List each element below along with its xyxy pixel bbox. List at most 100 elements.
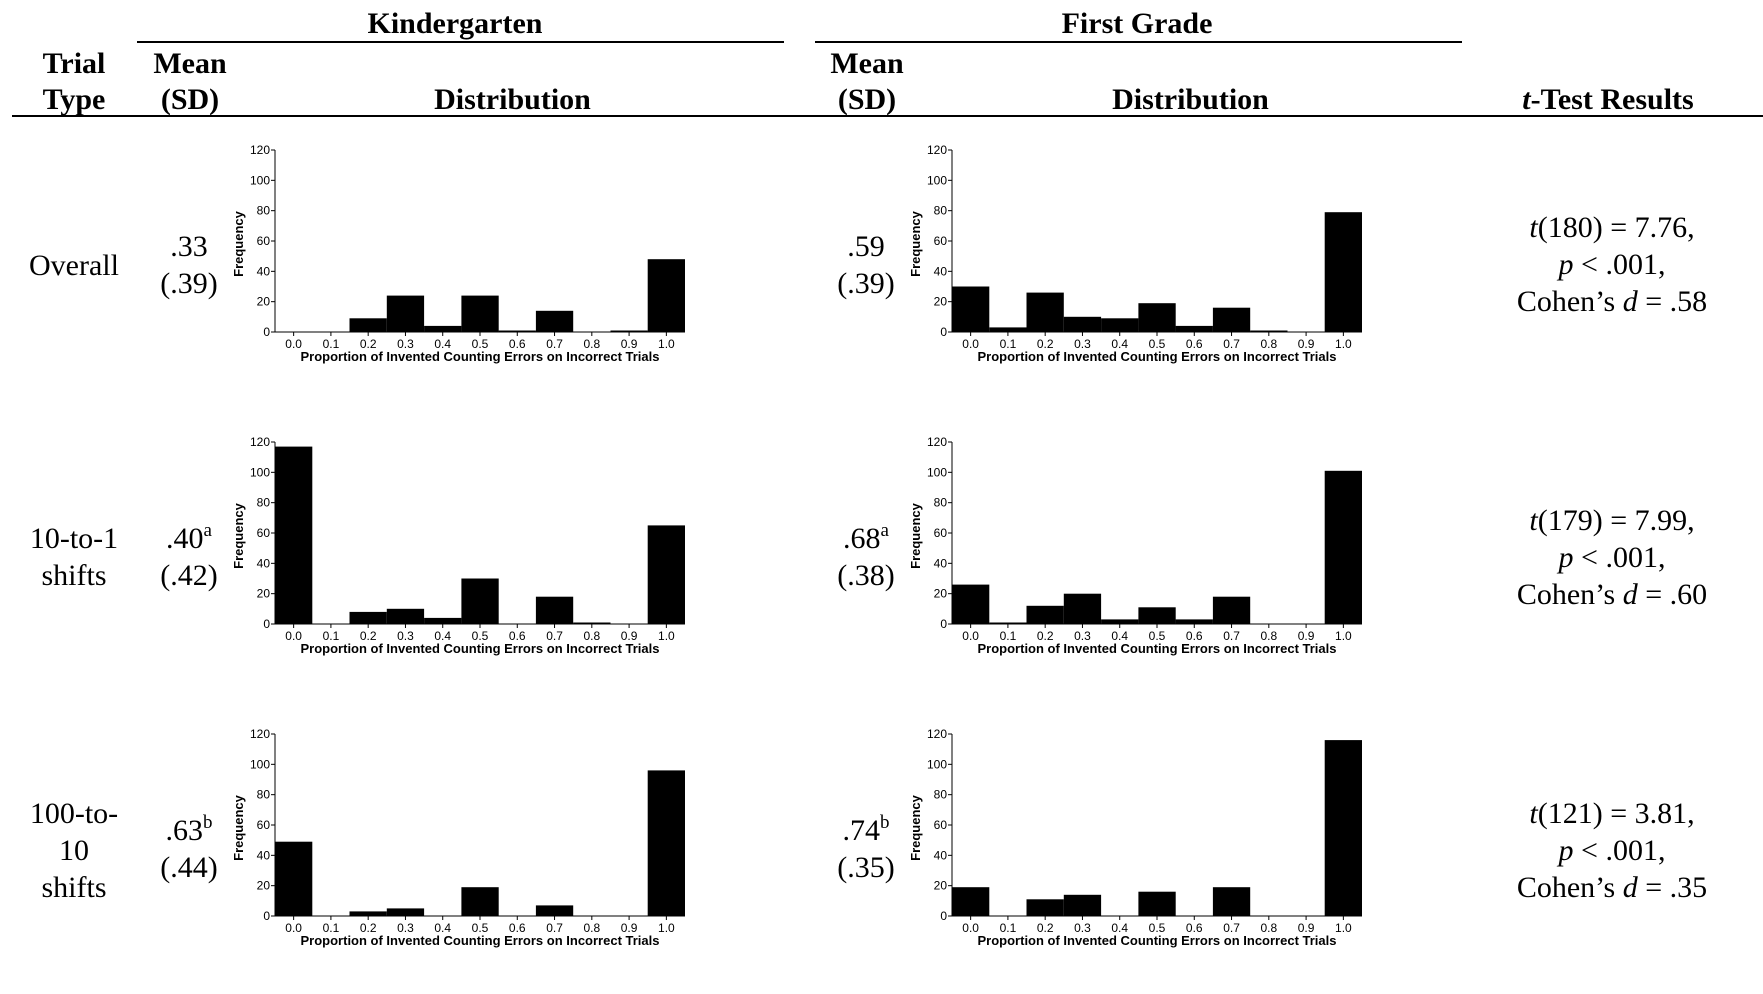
p-value-line: p < .001, <box>1558 541 1666 574</box>
histogram-bar <box>275 446 313 624</box>
x-tick-label: 0.5 <box>1149 921 1166 935</box>
y-tick-label: 120 <box>927 435 947 449</box>
x-tick-label: 0.6 <box>1186 921 1203 935</box>
histogram-bar <box>535 905 574 916</box>
row-label-line: 100-to- <box>29 797 119 830</box>
y-tick-label: 20 <box>934 587 948 601</box>
first-grade-mean-sd-header: Mean (SD) <box>812 46 922 118</box>
histogram-bar <box>1101 619 1139 624</box>
y-axis-label: Frequency <box>908 794 923 861</box>
y-tick-label: 0 <box>940 617 947 631</box>
histogram-bar <box>461 887 499 916</box>
y-tick-label: 20 <box>934 879 948 893</box>
y-tick-label: 80 <box>257 496 271 510</box>
x-tick-label: 0.2 <box>1037 337 1054 351</box>
y-tick-label: 60 <box>257 818 271 832</box>
histogram-bar <box>1138 891 1176 916</box>
x-tick-label: 1.0 <box>1335 629 1352 643</box>
header-bottom-rule <box>12 115 1763 117</box>
histogram-bar <box>647 259 685 332</box>
y-tick-label: 40 <box>257 556 271 570</box>
x-tick-label: 0.5 <box>472 921 489 935</box>
sd-value: (.44) <box>160 851 218 884</box>
x-tick-label: 0.7 <box>546 921 563 935</box>
y-tick-label: 120 <box>250 435 270 449</box>
y-tick-label: 40 <box>257 848 271 862</box>
sd-value: (.38) <box>837 559 895 592</box>
y-tick-label: 80 <box>934 496 948 510</box>
histogram-bar <box>610 330 648 332</box>
t-stat-line: t(121) = 3.81, <box>1529 797 1695 830</box>
y-tick-label: 100 <box>927 173 947 187</box>
histogram-bar <box>952 887 990 916</box>
histogram-bar <box>461 295 499 332</box>
kindergarten-header: Kindergarten <box>367 7 543 40</box>
x-axis-label: Proportion of Invented Counting Errors o… <box>978 641 1337 656</box>
row-label-overall: Overall <box>15 247 133 284</box>
mean-value: .59 <box>847 230 885 263</box>
x-axis-label: Proportion of Invented Counting Errors o… <box>301 641 660 656</box>
x-tick-label: 0.2 <box>360 337 377 351</box>
x-tick-label: 0.9 <box>621 921 638 935</box>
y-tick-label: 40 <box>257 264 271 278</box>
histogram-bar <box>1324 212 1362 332</box>
histogram-bar <box>1138 303 1176 332</box>
y-tick-label: 40 <box>934 556 948 570</box>
sd-header-line: (SD) <box>837 83 897 116</box>
kindergarten-mean-sd: .33 (.39) <box>135 228 243 302</box>
x-tick-label: 0.1 <box>1000 921 1017 935</box>
x-tick-label: 0.3 <box>1074 337 1091 351</box>
x-tick-label: 0.4 <box>1111 629 1128 643</box>
ttest-results-header: t-Test Results <box>1463 82 1753 118</box>
histogram-bar <box>1026 605 1064 624</box>
histogram-bar <box>1175 619 1213 624</box>
histogram-bar <box>1212 887 1251 916</box>
first-grade-header: First Grade <box>1061 7 1213 40</box>
ttest-result: t(121) = 3.81, p < .001, Cohen’s d = .35 <box>1467 795 1757 906</box>
x-tick-label: 0.3 <box>397 629 414 643</box>
y-tick-label: 0 <box>940 909 947 923</box>
first-grade-rule <box>815 41 1462 43</box>
mean-value: .33 <box>170 230 208 263</box>
x-tick-label: 0.8 <box>1260 337 1277 351</box>
y-tick-label: 20 <box>257 587 271 601</box>
y-axis-label: Frequency <box>231 210 246 277</box>
histogram-kindergarten-100-to-10-shifts: 0 20 40 60 80 100 120 0.0 0.1 0.2 0.3 0.4 0.5 0.6 0.7 0… <box>231 727 685 948</box>
x-tick-label: 0.2 <box>360 629 377 643</box>
mean-value: .74b <box>842 812 890 847</box>
y-axis-label: Frequency <box>908 502 923 569</box>
histogram-bar <box>386 608 425 624</box>
histogram-first-grade-100-to-10-shifts: 0 20 40 60 80 100 120 0.0 0.1 0.2 0.3 0.4 0.5 0.6 0.7 0… <box>908 727 1362 948</box>
x-tick-label: 0.7 <box>1223 629 1240 643</box>
histogram-first-grade-overall: 0 20 40 60 80 100 120 0.0 0.1 0.2 0.3 0.4 0.5 0.6 0.7 0… <box>908 143 1362 364</box>
kindergarten-rule <box>137 41 784 43</box>
histogram-bar <box>275 841 313 916</box>
y-tick-label: 100 <box>250 173 270 187</box>
effect-size-line: Cohen’s d = .60 <box>1516 578 1708 611</box>
histogram-bar <box>461 578 499 624</box>
y-tick-label: 0 <box>263 909 270 923</box>
x-tick-label: 0.1 <box>323 337 340 351</box>
histogram-bar <box>1324 740 1362 916</box>
y-tick-label: 60 <box>257 526 271 540</box>
x-tick-label: 0.1 <box>323 921 340 935</box>
x-tick-label: 1.0 <box>658 629 675 643</box>
x-tick-label: 0.5 <box>1149 337 1166 351</box>
x-tick-label: 0.3 <box>397 337 414 351</box>
effect-size-line: Cohen’s d = .58 <box>1516 285 1708 318</box>
y-tick-label: 120 <box>927 727 947 741</box>
y-tick-label: 60 <box>257 234 271 248</box>
x-tick-label: 0.5 <box>472 337 489 351</box>
y-tick-label: 0 <box>263 617 270 631</box>
x-tick-label: 0.4 <box>434 337 451 351</box>
y-tick-label: 60 <box>934 818 948 832</box>
first-grade-mean-sd: .68a (.38) <box>812 520 920 594</box>
row-label-line: Overall <box>29 249 119 282</box>
histogram-bar <box>573 622 611 624</box>
histogram-bar <box>1212 596 1251 624</box>
histogram-first-grade-10-to-1-shifts: 0 20 40 60 80 100 120 0.0 0.1 0.2 0.3 0.4 0.5 0.6 0.7 0… <box>908 435 1362 656</box>
row-label-100-to-10-shifts: 100-to- 10 shifts <box>15 795 133 906</box>
kindergarten-mean-sd: .63b (.44) <box>135 812 243 886</box>
x-tick-label: 0.8 <box>583 337 600 351</box>
x-tick-label: 1.0 <box>1335 337 1352 351</box>
